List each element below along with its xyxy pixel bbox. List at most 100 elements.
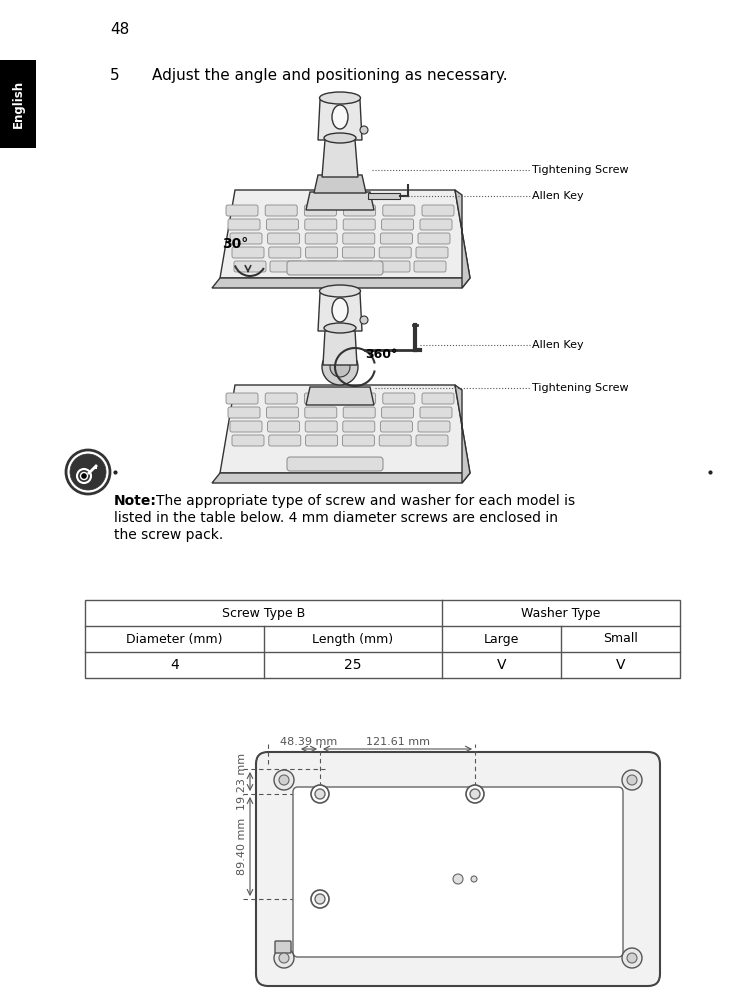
Circle shape: [315, 789, 325, 799]
FancyBboxPatch shape: [305, 233, 337, 244]
FancyBboxPatch shape: [266, 407, 299, 418]
FancyBboxPatch shape: [228, 407, 260, 418]
Circle shape: [627, 775, 637, 785]
FancyBboxPatch shape: [268, 421, 299, 432]
FancyBboxPatch shape: [342, 261, 374, 272]
Text: Tightening Screw: Tightening Screw: [532, 383, 628, 393]
Bar: [0, 60, 36, 148]
Ellipse shape: [332, 298, 348, 322]
FancyBboxPatch shape: [342, 247, 374, 258]
Polygon shape: [322, 140, 358, 177]
Ellipse shape: [324, 133, 356, 143]
Text: English: English: [12, 80, 24, 128]
FancyBboxPatch shape: [418, 421, 450, 432]
Text: Note:: Note:: [114, 494, 157, 508]
Circle shape: [330, 357, 350, 377]
FancyBboxPatch shape: [305, 247, 338, 258]
Circle shape: [622, 770, 642, 790]
Text: The appropriate type of screw and washer for each model is: The appropriate type of screw and washer…: [156, 494, 575, 508]
Text: 48.39 mm: 48.39 mm: [280, 737, 338, 747]
FancyBboxPatch shape: [383, 205, 415, 216]
FancyBboxPatch shape: [382, 219, 413, 230]
Text: 121.61 mm: 121.61 mm: [366, 737, 429, 747]
FancyBboxPatch shape: [416, 435, 448, 446]
Polygon shape: [212, 278, 470, 288]
Text: Screw Type B: Screw Type B: [222, 606, 305, 619]
FancyBboxPatch shape: [422, 393, 454, 404]
Ellipse shape: [319, 92, 360, 104]
Text: 360°: 360°: [365, 348, 397, 361]
FancyBboxPatch shape: [420, 219, 452, 230]
FancyBboxPatch shape: [383, 393, 415, 404]
FancyBboxPatch shape: [287, 261, 383, 275]
Text: Washer Type: Washer Type: [521, 606, 600, 619]
FancyBboxPatch shape: [305, 393, 336, 404]
Text: Allen Key: Allen Key: [532, 191, 584, 201]
FancyBboxPatch shape: [232, 247, 264, 258]
FancyBboxPatch shape: [269, 247, 301, 258]
Circle shape: [81, 473, 87, 480]
FancyBboxPatch shape: [305, 205, 336, 216]
FancyBboxPatch shape: [275, 941, 291, 953]
FancyBboxPatch shape: [382, 407, 413, 418]
Polygon shape: [318, 293, 362, 331]
FancyBboxPatch shape: [226, 205, 258, 216]
Text: the screw pack.: the screw pack.: [114, 528, 223, 542]
Circle shape: [453, 874, 463, 884]
Polygon shape: [306, 387, 374, 405]
Text: Small: Small: [603, 632, 638, 645]
Circle shape: [315, 894, 325, 904]
Bar: [85, 600, 680, 678]
Circle shape: [66, 450, 110, 494]
FancyBboxPatch shape: [380, 421, 413, 432]
Circle shape: [279, 775, 289, 785]
FancyBboxPatch shape: [287, 457, 383, 471]
FancyBboxPatch shape: [343, 233, 375, 244]
Text: 30°: 30°: [222, 237, 248, 251]
FancyBboxPatch shape: [234, 261, 266, 272]
Polygon shape: [314, 175, 366, 193]
FancyBboxPatch shape: [256, 752, 660, 986]
Text: Diameter (mm): Diameter (mm): [126, 632, 222, 645]
Text: 19.23 mm: 19.23 mm: [237, 753, 247, 810]
Polygon shape: [306, 192, 374, 210]
Polygon shape: [455, 385, 470, 483]
FancyBboxPatch shape: [265, 205, 297, 216]
Text: 89.40 mm: 89.40 mm: [237, 818, 247, 875]
Circle shape: [311, 785, 329, 803]
FancyBboxPatch shape: [344, 407, 375, 418]
FancyBboxPatch shape: [414, 261, 446, 272]
Polygon shape: [368, 193, 400, 199]
Circle shape: [466, 785, 484, 803]
Polygon shape: [220, 385, 470, 473]
Ellipse shape: [332, 105, 348, 129]
FancyBboxPatch shape: [305, 219, 337, 230]
Text: Tightening Screw: Tightening Screw: [532, 165, 628, 175]
Ellipse shape: [324, 323, 356, 333]
FancyBboxPatch shape: [344, 205, 376, 216]
Text: 25: 25: [344, 658, 362, 672]
FancyBboxPatch shape: [422, 205, 454, 216]
Polygon shape: [323, 330, 357, 365]
FancyBboxPatch shape: [230, 421, 262, 432]
Circle shape: [627, 953, 637, 963]
FancyBboxPatch shape: [305, 407, 337, 418]
FancyBboxPatch shape: [230, 233, 262, 244]
Text: 48: 48: [110, 22, 129, 37]
FancyBboxPatch shape: [416, 247, 448, 258]
FancyBboxPatch shape: [305, 435, 338, 446]
FancyBboxPatch shape: [228, 219, 260, 230]
Circle shape: [470, 789, 480, 799]
Circle shape: [322, 349, 358, 385]
FancyBboxPatch shape: [344, 393, 376, 404]
FancyBboxPatch shape: [306, 261, 338, 272]
Text: Adjust the angle and positioning as necessary.: Adjust the angle and positioning as nece…: [152, 68, 508, 83]
FancyBboxPatch shape: [270, 261, 302, 272]
Polygon shape: [455, 190, 470, 288]
Circle shape: [279, 953, 289, 963]
Text: V: V: [497, 658, 506, 672]
Circle shape: [274, 948, 294, 968]
FancyBboxPatch shape: [344, 219, 375, 230]
FancyBboxPatch shape: [269, 435, 301, 446]
Circle shape: [274, 770, 294, 790]
